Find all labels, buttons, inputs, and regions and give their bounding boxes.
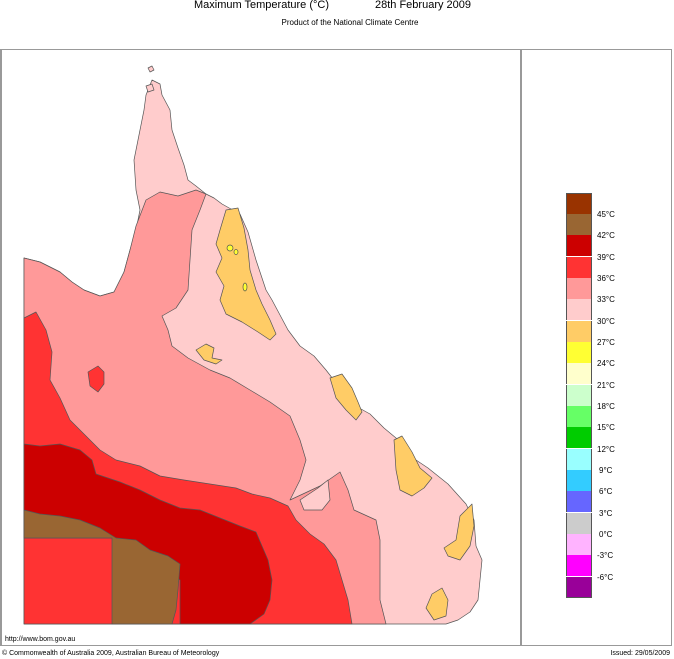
- legend-swatch-7: [566, 470, 592, 491]
- zone-27-30-south: [425, 587, 449, 621]
- legend-divider: [520, 49, 522, 646]
- copyright: © Commonwealth of Australia 2009, Austra…: [2, 650, 220, 657]
- legend-swatch-4: [566, 491, 592, 512]
- temperature-map: [23, 65, 483, 625]
- legend-label: 36°C: [597, 274, 615, 283]
- zone-27-30-north: [215, 207, 277, 341]
- subtitle: Product of the National Climate Centre: [281, 18, 419, 27]
- zone-27-30-coast2: [393, 435, 433, 497]
- zone-42-45: [23, 509, 181, 625]
- map-frame: [0, 49, 672, 646]
- source-url: http://www.bom.gov.au: [5, 636, 76, 643]
- legend-swatch-22: [566, 363, 592, 384]
- legend-label: 27°C: [597, 338, 615, 347]
- legend-label: 18°C: [597, 402, 615, 411]
- legend-label: 45°C: [597, 210, 615, 219]
- legend-swatch-10: [566, 449, 592, 470]
- zone-36-39: [23, 311, 353, 625]
- legend-label: 39°C: [597, 253, 615, 262]
- legend-swatch-43: [566, 214, 592, 235]
- zone-24-27-b: [233, 249, 239, 255]
- legend-label: -6°C: [597, 573, 614, 582]
- title-date: 28th February 2009: [375, 0, 472, 11]
- zone-24-27-a: [226, 244, 234, 252]
- legend-swatch-25: [566, 342, 592, 363]
- legend-swatch-neg5: [566, 555, 592, 576]
- map-title: Maximum Temperature (°C) 28th February 2…: [0, 0, 674, 15]
- legend-swatch-31: [566, 299, 592, 320]
- legend-label: 3°C: [599, 509, 613, 518]
- legend-swatch-neg2: [566, 534, 592, 555]
- legend-swatch-1: [566, 513, 592, 534]
- legend-swatch-40: [566, 235, 592, 256]
- legend-label: 0°C: [599, 530, 613, 539]
- legend-swatch-19: [566, 385, 592, 406]
- legend-swatch-neg8: [566, 577, 592, 598]
- legend-label: -3°C: [597, 551, 614, 560]
- legend-swatch-16: [566, 406, 592, 427]
- zone-27-30-patch: [195, 343, 223, 365]
- legend-label: 15°C: [597, 423, 615, 432]
- legend-label: 33°C: [597, 295, 615, 304]
- title-text: Maximum Temperature (°C): [194, 0, 330, 11]
- legend-label: 21°C: [597, 381, 615, 390]
- legend-label: 42°C: [597, 231, 615, 240]
- zone-27-30-coast1: [329, 373, 363, 421]
- legend-swatch-46: [566, 193, 592, 214]
- issued-date: Issued: 29/05/2009: [610, 650, 670, 657]
- zone-27-30-coast3: [443, 503, 475, 561]
- legend-label: 24°C: [597, 359, 615, 368]
- legend-label: 6°C: [599, 487, 613, 496]
- zone-24-27-c: [242, 282, 248, 292]
- legend-label: 30°C: [597, 317, 615, 326]
- legend-swatch-34: [566, 278, 592, 299]
- legend-swatch-13: [566, 427, 592, 448]
- legend-label: 12°C: [597, 445, 615, 454]
- legend-swatch-28: [566, 321, 592, 342]
- legend-swatch-37: [566, 257, 592, 278]
- zone-36-39-island: [87, 365, 105, 393]
- legend-label: 9°C: [599, 466, 613, 475]
